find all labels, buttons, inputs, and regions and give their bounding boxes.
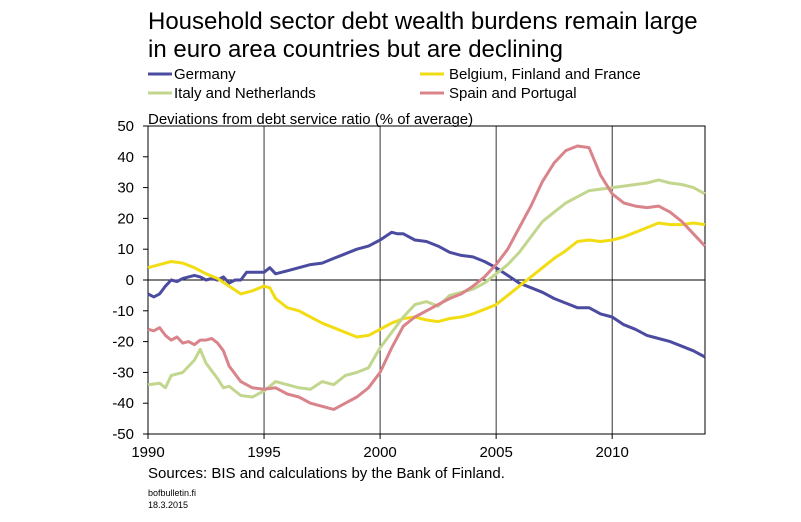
y-tick-label-20: 20 xyxy=(117,210,134,227)
series-line-spain-and-portugal xyxy=(147,144,707,411)
footer-date: 18.3.2015 xyxy=(148,500,188,510)
x-tick-label-2005: 2005 xyxy=(479,444,512,461)
y-tick-label--20: -20 xyxy=(112,334,134,351)
y-tick-label--10: -10 xyxy=(112,303,134,320)
legend: Germany Belgium, Finland and France Ital… xyxy=(148,66,641,102)
legend-label-spain-portugal: Spain and Portugal xyxy=(449,85,577,102)
x-tick-label-1990: 1990 xyxy=(131,444,164,461)
y-tick-label-10: 10 xyxy=(117,241,134,258)
x-tick-label-2000: 2000 xyxy=(363,444,396,461)
series xyxy=(147,144,707,411)
footer-site: bofbulletin.fi xyxy=(148,488,196,498)
series-line-italy-and-netherlands xyxy=(147,178,706,399)
series-line-germany xyxy=(147,230,706,359)
legend-item-spain-portugal: Spain and Portugal xyxy=(420,85,577,102)
legend-item-germany: Germany xyxy=(148,66,236,83)
chart-title-line-1: Household sector debt wealth burdens rem… xyxy=(148,8,698,35)
legend-label-italy-netherlands: Italy and Netherlands xyxy=(174,85,316,102)
y-tick-label-40: 40 xyxy=(117,149,134,166)
y-tick-label-30: 30 xyxy=(117,180,134,197)
y-tick-label--50: -50 xyxy=(112,426,134,443)
sources-note: Sources: BIS and calculations by the Ban… xyxy=(148,465,505,482)
y-axis-label: Deviations from debt service ratio (% of… xyxy=(148,111,473,128)
x-tick-label-2010: 2010 xyxy=(595,444,628,461)
legend-label-belgium-finland-france: Belgium, Finland and France xyxy=(449,66,641,83)
legend-label-germany: Germany xyxy=(174,66,236,83)
series-line-belgium-finland-and-france xyxy=(147,221,706,339)
legend-item-italy-netherlands: Italy and Netherlands xyxy=(148,85,316,102)
y-tick-label--40: -40 xyxy=(112,395,134,412)
y-tick-label-0: 0 xyxy=(126,272,134,289)
tick-labels: -50 -40 -30 -20 -10 0 10 20 30 40 50 1990 1995 2000 20… xyxy=(112,118,629,461)
legend-item-belgium-finland-france: Belgium, Finland and France xyxy=(420,66,641,83)
y-tick-label-50: 50 xyxy=(117,118,134,135)
y-tick-label--30: -30 xyxy=(112,364,134,381)
x-tick-label-1995: 1995 xyxy=(247,444,280,461)
chart-title-line-2: in euro area countries but are declining xyxy=(148,36,563,63)
